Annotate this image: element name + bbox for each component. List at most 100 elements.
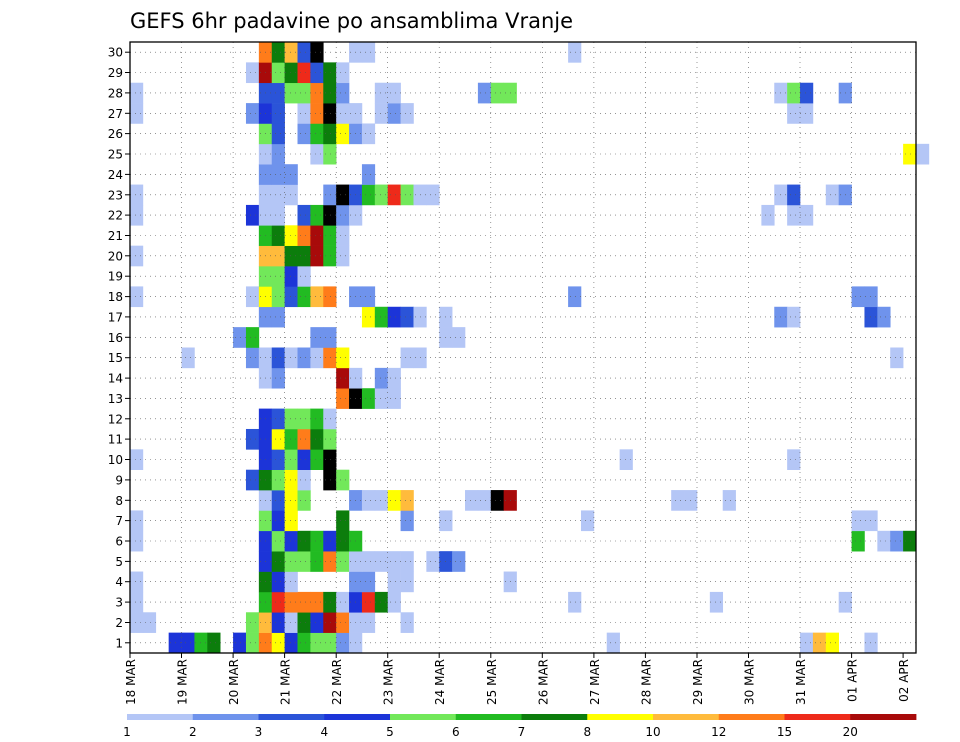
heatmap-cell bbox=[387, 103, 401, 124]
heatmap-cell bbox=[400, 103, 414, 124]
heatmap-cell bbox=[787, 449, 801, 470]
chart-title: GEFS 6hr padavine po ansamblima Vranje bbox=[130, 9, 573, 33]
heatmap-cell bbox=[800, 204, 814, 226]
heatmap-cell bbox=[374, 103, 389, 124]
heatmap-cell bbox=[130, 510, 144, 532]
heatmap-cell bbox=[465, 490, 479, 511]
x-tick-label: 29 MAR bbox=[691, 659, 705, 705]
x-tick-label: 18 MAR bbox=[124, 659, 138, 705]
heatmap-cell bbox=[271, 469, 285, 491]
heatmap-cell bbox=[580, 510, 595, 532]
heatmap-cell bbox=[284, 184, 298, 206]
heatmap-cell bbox=[310, 286, 324, 308]
heatmap-cell bbox=[130, 530, 144, 552]
y-tick-label: 18 bbox=[108, 290, 123, 304]
heatmap-cell bbox=[130, 286, 144, 308]
heatmap-cell bbox=[361, 612, 376, 633]
heatmap-cell bbox=[310, 143, 324, 165]
heatmap-cell bbox=[877, 306, 891, 328]
x-tick-label: 21 MAR bbox=[279, 659, 293, 705]
y-tick-label: 1 bbox=[115, 636, 123, 650]
heatmap-cell bbox=[800, 82, 814, 104]
heatmap-cell bbox=[284, 245, 298, 267]
x-tick-label: 01 APR bbox=[846, 659, 860, 702]
heatmap-cell bbox=[787, 204, 801, 226]
colorbar-swatch bbox=[127, 714, 194, 720]
x-tick-label: 20 MAR bbox=[227, 659, 241, 705]
x-tick-label: 25 MAR bbox=[485, 659, 499, 705]
colorbar-label: 1 bbox=[123, 725, 131, 739]
heatmap-cell bbox=[130, 571, 144, 593]
colorbar-swatch bbox=[324, 714, 391, 720]
heatmap-cell bbox=[374, 184, 389, 206]
heatmap-cell bbox=[452, 327, 466, 348]
heatmap-cell bbox=[374, 388, 389, 409]
y-tick-label: 12 bbox=[108, 412, 123, 426]
colorbar-swatch bbox=[192, 714, 259, 720]
heatmap-cell bbox=[271, 551, 285, 572]
heatmap-cell bbox=[361, 184, 376, 206]
heatmap-cell bbox=[400, 571, 414, 593]
heatmap-cell bbox=[400, 612, 414, 633]
heatmap-cell bbox=[271, 306, 285, 328]
y-tick-label: 22 bbox=[108, 209, 123, 223]
heatmap-cell bbox=[297, 42, 311, 63]
y-tick-label: 14 bbox=[108, 372, 123, 386]
heatmap-cell bbox=[387, 490, 401, 511]
heatmap-cell bbox=[297, 286, 311, 308]
heatmap-cell bbox=[310, 591, 324, 613]
y-tick-label: 29 bbox=[108, 66, 123, 80]
colorbar-swatch bbox=[784, 714, 851, 720]
heatmap-cell bbox=[336, 367, 350, 389]
heatmap-cell bbox=[310, 632, 324, 654]
heatmap-cell bbox=[426, 184, 440, 206]
heatmap-cell bbox=[336, 245, 350, 267]
heatmap-cell bbox=[233, 632, 247, 654]
y-tick-label: 3 bbox=[115, 596, 123, 610]
heatmap-cell bbox=[323, 530, 337, 552]
heatmap-cell bbox=[310, 82, 324, 104]
colorbar-legend: 1 2 3 4 5 6 7 8 10 12 15 20 bbox=[123, 714, 917, 739]
colorbar-swatch bbox=[455, 714, 522, 720]
x-tick-label: 28 MAR bbox=[639, 659, 653, 705]
heatmap-cell bbox=[130, 591, 144, 613]
y-tick-label: 2 bbox=[115, 616, 123, 630]
heatmap-cell bbox=[709, 591, 724, 613]
y-tick-label: 26 bbox=[108, 127, 123, 141]
heatmap-cell bbox=[903, 530, 917, 552]
heatmap-cell bbox=[271, 428, 285, 450]
heatmap-cell bbox=[271, 62, 285, 84]
colorbar-swatch bbox=[258, 714, 325, 720]
heatmap-cell bbox=[323, 225, 337, 246]
heatmap-cell bbox=[323, 204, 337, 226]
heatmap-cell bbox=[284, 164, 298, 185]
x-tick-label: 23 MAR bbox=[382, 659, 396, 705]
heatmap-cell bbox=[284, 612, 298, 633]
heatmap-cell bbox=[336, 347, 350, 369]
heatmap-cell bbox=[323, 551, 337, 572]
heatmap-cell bbox=[310, 347, 324, 369]
heatmap-cell bbox=[361, 571, 376, 593]
heatmap-cell bbox=[787, 82, 801, 104]
heatmap-cell bbox=[361, 306, 376, 328]
heatmap-cell bbox=[568, 286, 582, 308]
heatmap-cell bbox=[194, 632, 208, 654]
colorbar-swatch bbox=[850, 714, 917, 720]
y-tick-label: 17 bbox=[108, 310, 123, 324]
y-tick-label: 13 bbox=[108, 392, 123, 406]
heatmap-cell bbox=[761, 204, 775, 226]
heatmap-cell bbox=[361, 42, 376, 63]
heatmap-cell bbox=[452, 551, 466, 572]
heatmap-cell bbox=[297, 408, 311, 430]
heatmap-cell bbox=[800, 103, 814, 124]
heatmap-cell bbox=[271, 266, 285, 287]
colorbar-swatch bbox=[718, 714, 785, 720]
heatmap-cell bbox=[310, 225, 324, 246]
heatmap-cell bbox=[323, 143, 337, 165]
heatmap-cell bbox=[271, 367, 285, 389]
colorbar-label: 20 bbox=[843, 725, 858, 739]
heatmap-cell bbox=[297, 103, 311, 124]
heatmap-cell bbox=[271, 632, 285, 654]
heatmap-cell bbox=[271, 143, 285, 165]
